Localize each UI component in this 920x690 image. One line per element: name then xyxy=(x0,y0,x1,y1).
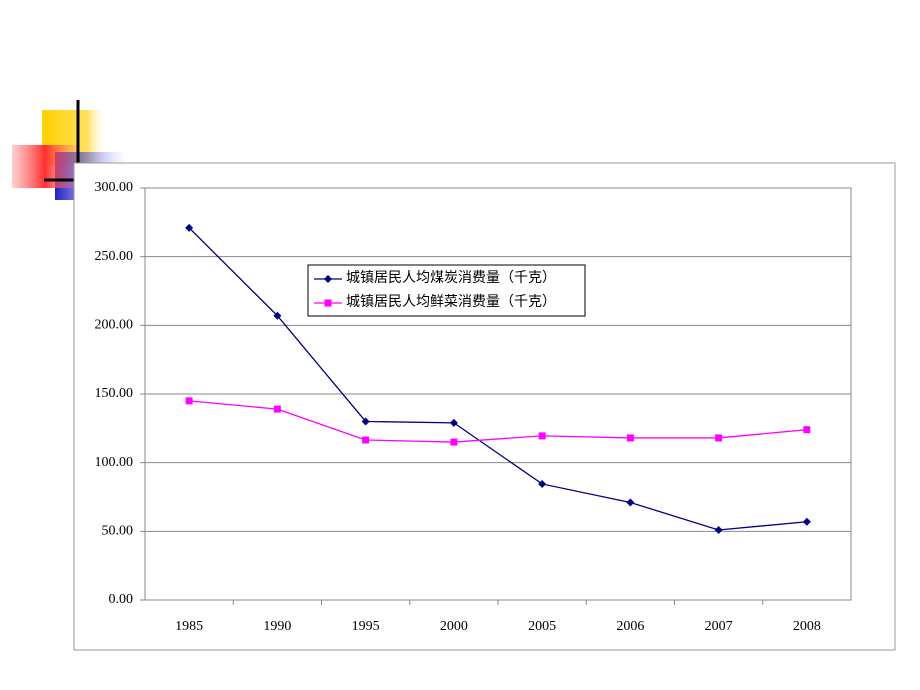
data-point xyxy=(185,397,193,405)
data-point xyxy=(538,432,546,440)
data-point xyxy=(185,223,194,232)
y-tick-label: 100.00 xyxy=(95,455,134,470)
data-point xyxy=(714,525,723,534)
legend-label: 城镇居民人均煤炭消费量（千克） xyxy=(346,270,556,286)
data-point xyxy=(803,426,811,434)
data-point xyxy=(273,405,281,413)
data-point xyxy=(802,517,811,526)
data-point xyxy=(626,498,635,507)
y-tick-label: 150.00 xyxy=(95,386,134,401)
x-tick-label: 1995 xyxy=(352,619,380,634)
legend-marker xyxy=(324,299,332,307)
x-tick-label: 2006 xyxy=(616,619,644,634)
data-point xyxy=(715,434,723,442)
y-tick-label: 0.00 xyxy=(109,592,134,607)
y-tick-label: 50.00 xyxy=(102,524,134,539)
x-tick-label: 2007 xyxy=(705,619,733,634)
x-tick-label: 2008 xyxy=(793,619,821,634)
series-line xyxy=(189,400,807,443)
data-point xyxy=(361,417,370,426)
x-tick-label: 2005 xyxy=(528,619,556,634)
data-point xyxy=(538,479,547,488)
series-line xyxy=(188,227,807,531)
data-point xyxy=(449,418,458,427)
data-point xyxy=(273,311,282,320)
x-tick-label: 2000 xyxy=(440,619,468,634)
legend xyxy=(307,264,586,317)
x-tick-label: 1985 xyxy=(175,619,203,634)
legend-marker xyxy=(324,275,332,283)
x-tick-label: 1990 xyxy=(263,619,291,634)
y-tick-label: 250.00 xyxy=(95,249,134,264)
y-tick-label: 300.00 xyxy=(95,180,134,195)
data-point xyxy=(450,438,458,446)
y-tick-label: 200.00 xyxy=(95,318,134,333)
legend-label: 城镇居民人均鲜菜消费量（千克） xyxy=(346,294,556,310)
data-point xyxy=(626,434,634,442)
data-point xyxy=(362,436,370,444)
